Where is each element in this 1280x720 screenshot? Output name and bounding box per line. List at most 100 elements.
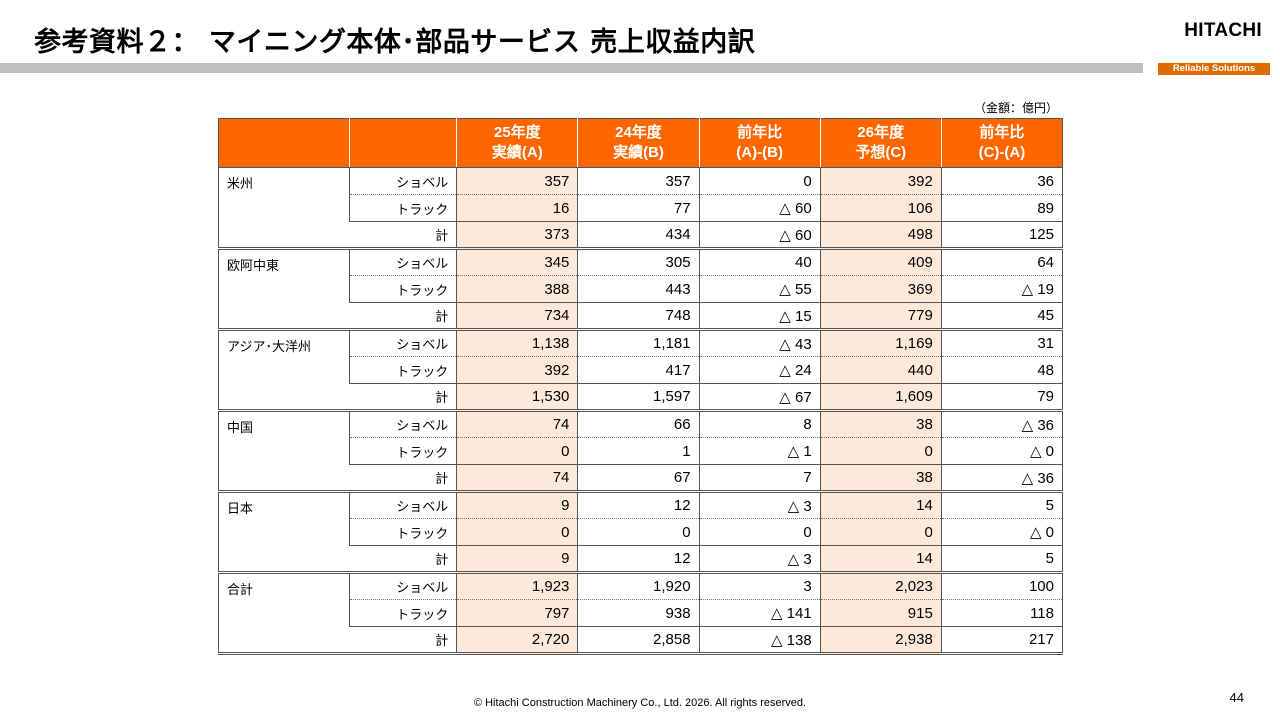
value-cell: 77 <box>577 194 700 222</box>
value-cell: 357 <box>456 167 579 195</box>
header-region <box>217 118 351 168</box>
row-label-shovel: ショベル <box>349 329 458 357</box>
value-cell: 67 <box>577 464 700 492</box>
value-cell: △ 67 <box>698 383 821 411</box>
value-cell: △ 141 <box>698 599 821 627</box>
row-label-total: 計 <box>349 221 458 249</box>
value-cell: 417 <box>577 356 700 384</box>
region-label: 米州 <box>217 167 351 222</box>
header-type <box>349 118 458 168</box>
value-cell: 1,530 <box>456 383 579 411</box>
value-cell: 1,920 <box>577 572 700 600</box>
value-cell: 8 <box>698 410 821 438</box>
value-cell: 74 <box>456 410 579 438</box>
value-cell: △ 15 <box>698 302 821 330</box>
value-cell: 369 <box>819 275 942 303</box>
header-rule <box>0 63 1143 73</box>
value-cell: △ 138 <box>698 626 821 654</box>
region-label-continuation <box>217 626 350 654</box>
value-cell: △ 0 <box>940 518 1064 546</box>
value-cell: 118 <box>940 599 1064 627</box>
row-label-truck: トラック <box>349 356 458 384</box>
value-cell: 434 <box>577 221 700 249</box>
table-row-total: 計 1,530 1,597 △ 67 1,609 79 <box>217 383 1064 411</box>
value-cell: 345 <box>456 248 579 276</box>
value-cell: △ 0 <box>940 437 1064 465</box>
value-cell: 9 <box>456 545 579 573</box>
table-row-truck: トラック 0 1 △ 1 0 △ 0 <box>219 437 1064 465</box>
value-cell: 5 <box>940 545 1064 573</box>
value-cell: 2,938 <box>819 626 942 654</box>
value-cell: 38 <box>819 464 942 492</box>
row-label-shovel: ショベル <box>349 167 458 195</box>
value-cell: 797 <box>456 599 579 627</box>
region-label: アジア･大洋州 <box>217 329 351 384</box>
value-cell: 36 <box>940 167 1064 195</box>
region-group: 日本 ショベル 9 12 △ 3 14 5 トラック 0 0 0 0 △ 0 計 9 12 △ 3 14 5 <box>217 491 1064 573</box>
value-cell: 106 <box>819 194 942 222</box>
value-cell: 498 <box>819 221 942 249</box>
value-cell: 357 <box>577 167 700 195</box>
value-cell: 440 <box>819 356 942 384</box>
value-cell: 388 <box>456 275 579 303</box>
value-cell: 48 <box>940 356 1064 384</box>
value-cell: 64 <box>940 248 1064 276</box>
value-cell: 12 <box>577 491 700 519</box>
row-label-shovel: ショベル <box>349 572 458 600</box>
row-label-shovel: ショベル <box>349 248 458 276</box>
value-cell: 0 <box>819 437 942 465</box>
value-cell: 0 <box>456 518 579 546</box>
region-label-continuation <box>217 302 350 330</box>
row-label-total: 計 <box>349 626 458 654</box>
header-col-fy24-actual: 24年度 実績(B) <box>577 118 700 168</box>
table-row-truck: トラック 0 0 0 0 △ 0 <box>219 518 1064 546</box>
value-cell: 734 <box>456 302 579 330</box>
value-cell: 16 <box>456 194 579 222</box>
region-label: 欧阿中東 <box>217 248 351 303</box>
region-label-continuation <box>217 464 350 492</box>
value-cell: 1,597 <box>577 383 700 411</box>
value-cell: 38 <box>819 410 942 438</box>
value-cell: 1 <box>577 437 700 465</box>
region-group: 米州 ショベル 357 357 0 392 36 トラック 16 77 △ 60 106 89 計 373 4… <box>217 167 1064 249</box>
value-cell: △ 60 <box>698 221 821 249</box>
row-label-truck: トラック <box>349 194 458 222</box>
value-cell: 31 <box>940 329 1064 357</box>
row-label-shovel: ショベル <box>349 491 458 519</box>
region-label-continuation <box>217 383 350 411</box>
copyright-footer: © Hitachi Construction Machinery Co., Lt… <box>473 697 807 709</box>
value-cell: 0 <box>698 518 821 546</box>
region-label-continuation <box>217 221 350 249</box>
row-label-truck: トラック <box>349 599 458 627</box>
value-cell: 14 <box>819 491 942 519</box>
value-cell: 217 <box>940 626 1064 654</box>
value-cell: 0 <box>698 167 821 195</box>
value-cell: 2,720 <box>456 626 579 654</box>
value-cell: 748 <box>577 302 700 330</box>
value-cell: 2,858 <box>577 626 700 654</box>
region-group: 合計 ショベル 1,923 1,920 3 2,023 100 トラック 797 938 △ 141… <box>217 572 1064 654</box>
value-cell: 938 <box>577 599 700 627</box>
row-label-truck: トラック <box>349 275 458 303</box>
value-cell: △ 24 <box>698 356 821 384</box>
value-cell: 5 <box>940 491 1064 519</box>
value-cell: 1,169 <box>819 329 942 357</box>
header-col-fy25-actual: 25年度 実績(A) <box>456 118 579 168</box>
page-title: 参考資料２： マイニング本体･部品サービス 売上収益内訳 <box>34 27 756 58</box>
value-cell: 9 <box>456 491 579 519</box>
value-cell: 2,023 <box>819 572 942 600</box>
value-cell: 1,609 <box>819 383 942 411</box>
value-cell: 125 <box>940 221 1064 249</box>
table-row-total: 計 373 434 △ 60 498 125 <box>217 221 1064 249</box>
value-cell: 0 <box>819 518 942 546</box>
brand-tagline: Reliable Solutions <box>1158 63 1270 75</box>
table-row-shovel: 合計 ショベル 1,923 1,920 3 2,023 100 <box>217 572 1064 627</box>
page-number: 44 <box>1229 690 1244 705</box>
table-row-total: 計 9 12 △ 3 14 5 <box>217 545 1064 573</box>
value-cell: 915 <box>819 599 942 627</box>
value-cell: 14 <box>819 545 942 573</box>
row-label-truck: トラック <box>349 437 458 465</box>
table-header-row: 25年度 実績(A) 24年度 実績(B) 前年比 (A)-(B) 26年度 予想(C)… <box>217 118 1064 168</box>
table-row-truck: トラック 388 443 △ 55 369 △ 19 <box>219 275 1064 303</box>
value-cell: △ 19 <box>940 275 1064 303</box>
